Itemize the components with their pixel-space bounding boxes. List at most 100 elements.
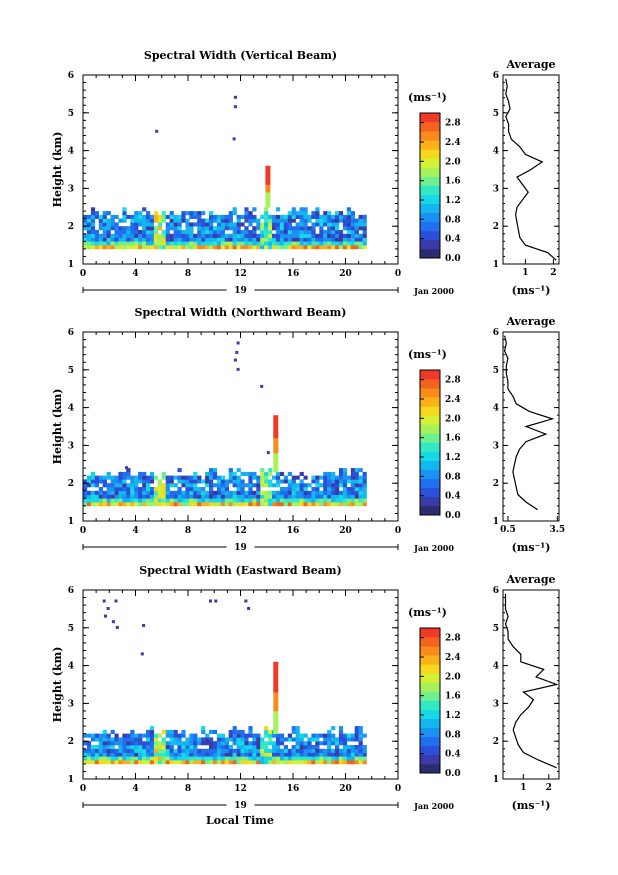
- heatmap-cell: [240, 733, 245, 738]
- heatmap-cell: [142, 748, 147, 753]
- heatmap-cell: [252, 490, 257, 495]
- heatmap-cell: [102, 498, 107, 503]
- heatmap-cell: [209, 752, 214, 757]
- heatmap-cell: [122, 498, 127, 503]
- heatmap-cell: [106, 752, 111, 757]
- heatmap-cell: [303, 494, 308, 499]
- heatmap-cell: [287, 760, 292, 765]
- heatmap-cell: [342, 245, 348, 250]
- heatmap-cell: [331, 218, 336, 223]
- heatmap-cell: [236, 233, 241, 238]
- heatmap-cell: [256, 487, 261, 492]
- heatmap-cell: [181, 729, 186, 734]
- heatmap-cell: [224, 479, 229, 484]
- colorbar-swatch: [420, 221, 440, 232]
- heatmap-cell: [224, 245, 229, 250]
- heatmap-cell: [252, 233, 257, 238]
- average-y-tick-label: 2: [493, 222, 499, 232]
- heatmap-cell: [165, 237, 170, 242]
- heatmap-cell: [102, 760, 107, 765]
- heatmap-cell: [201, 487, 206, 492]
- heatmap-cell: [212, 756, 218, 761]
- colorbar-tick-label: 0.4: [445, 750, 461, 760]
- sparse-point: [115, 625, 119, 629]
- heatmap-cell: [134, 733, 139, 738]
- heatmap-cell: [272, 752, 277, 757]
- heatmap-cell: [279, 237, 285, 242]
- heatmap-cell: [212, 760, 218, 765]
- heatmap-cell: [83, 748, 88, 753]
- heatmap-cell: [283, 214, 288, 219]
- colorbar-swatch: [420, 637, 440, 647]
- heatmap-cell: [94, 745, 99, 750]
- heatmap-cell: [331, 748, 336, 753]
- heatmap-cell: [244, 745, 249, 750]
- heatmap-cell: [275, 760, 281, 765]
- heatmap-cell: [350, 745, 355, 750]
- heatmap-cell: [83, 490, 88, 495]
- heatmap-cell: [338, 760, 344, 765]
- heatmap-cell: [327, 729, 332, 734]
- heatmap-cell: [283, 230, 288, 235]
- heatmap-cell: [149, 752, 155, 757]
- sparse-point: [111, 620, 115, 624]
- heatmap-cell: [197, 502, 202, 507]
- heatmap-cell: [102, 233, 107, 238]
- heatmap-cell: [260, 737, 265, 742]
- heatmap-cell: [110, 245, 115, 250]
- heatmap-cell: [90, 471, 96, 476]
- heatmap-cell: [216, 479, 222, 484]
- heatmap-cell: [323, 230, 328, 235]
- heatmap-cell: [291, 494, 296, 499]
- heatmap-cell: [189, 483, 194, 488]
- heatmap-cell: [161, 230, 166, 235]
- heatmap-cell: [118, 233, 123, 238]
- heatmap-cell: [323, 241, 328, 246]
- heatmap-cell: [201, 241, 206, 246]
- heatmap-cell: [311, 490, 316, 495]
- heatmap-cell: [299, 222, 304, 227]
- heatmap-cell: [319, 752, 324, 757]
- heatmap-cell: [165, 483, 170, 488]
- y-tick-label: 3: [68, 184, 74, 194]
- heatmap-cell: [134, 479, 139, 484]
- heatmap-cell: [149, 230, 155, 235]
- heatmap-cell: [142, 741, 147, 746]
- heatmap-cell: [157, 487, 162, 492]
- heatmap-cell: [102, 494, 107, 499]
- heatmap-cell: [149, 233, 155, 238]
- heatmap-cell: [268, 490, 273, 495]
- heatmap-cell: [90, 737, 96, 742]
- heatmap-cell: [138, 237, 143, 242]
- heatmap-cell: [130, 733, 135, 738]
- heatmap-cell: [291, 226, 296, 231]
- heatmap-cell: [327, 733, 332, 738]
- heatmap-cell: [153, 741, 159, 746]
- heatmap-cell: [216, 230, 222, 235]
- heatmap-cell: [295, 748, 300, 753]
- heatmap-cell: [327, 233, 332, 238]
- heatmap-cell: [83, 222, 88, 227]
- heatmap-cell: [256, 245, 261, 250]
- heatmap-cell: [220, 233, 225, 238]
- heatmap-cell: [90, 475, 96, 480]
- heatmap-cell: [110, 748, 115, 753]
- heatmap-cell: [110, 222, 115, 227]
- heatmap-cell: [165, 756, 170, 761]
- heatmap-cell: [350, 226, 355, 231]
- heatmap-cell: [98, 494, 103, 499]
- heatmap-cell: [173, 756, 178, 761]
- average-y-tick-label: 2: [493, 737, 499, 747]
- heatmap-cell: [236, 756, 241, 761]
- colorbar-swatch: [420, 628, 440, 638]
- heatmap-cell: [346, 475, 351, 480]
- heatmap-cell: [98, 237, 103, 242]
- heatmap-cell: [287, 490, 292, 495]
- heatmap-cell: [327, 741, 332, 746]
- spike-cell: [265, 199, 271, 204]
- heatmap-cell: [83, 494, 88, 499]
- heatmap-cell: [165, 490, 170, 495]
- panel-1: Spectral Width (Vertical Beam)0 4 8 12 16 20 0…: [51, 49, 560, 297]
- heatmap-cell: [252, 218, 257, 223]
- heatmap-cell: [264, 490, 269, 495]
